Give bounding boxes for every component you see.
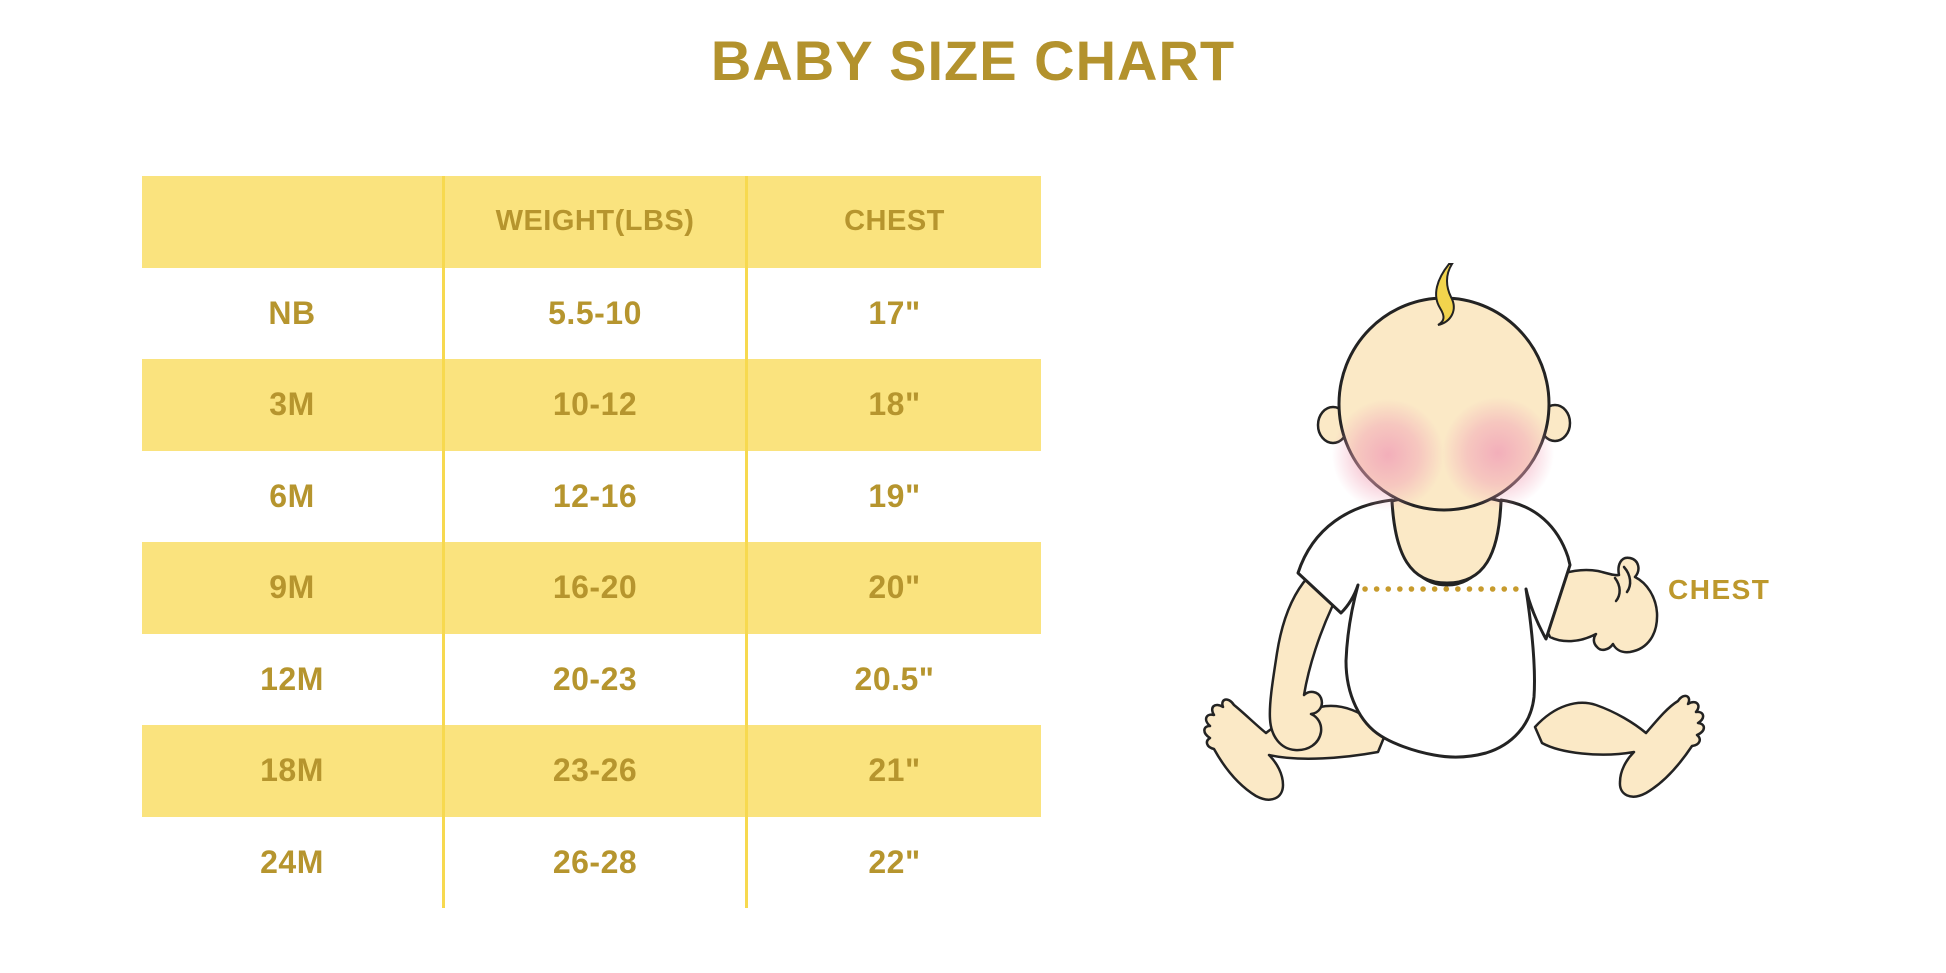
baby-svg [1203, 263, 1706, 801]
baby-illustration [1130, 255, 1830, 885]
baby-hair-curl [1435, 263, 1455, 326]
baby-right-leg [1533, 694, 1706, 798]
table-header-row: WEIGHT(LBS) CHEST [142, 176, 1041, 268]
cell-size: NB [142, 267, 445, 359]
cell-size: 18M [142, 725, 445, 817]
cell-weight: 26-28 [445, 816, 748, 908]
table-body: NB 5.5-10 17" 3M 10-12 18" 6M 12-16 19" … [142, 267, 1041, 908]
cell-weight: 20-23 [445, 633, 748, 725]
cell-weight: 5.5-10 [445, 267, 748, 359]
cell-chest: 21" [868, 752, 921, 789]
cell-chest: 20.5" [854, 660, 935, 697]
table-row: 9M 16-20 20" [142, 542, 1041, 634]
header-size [142, 176, 445, 268]
table-row: 3M 10-12 18" [142, 359, 1041, 451]
cell-size: 12M [142, 633, 445, 725]
cell-size: 9M [142, 542, 445, 634]
chest-measure-label: CHEST [1668, 574, 1771, 605]
table-row: 24M 26-28 22" [142, 816, 1041, 908]
header-weight: WEIGHT(LBS) [445, 176, 748, 268]
page-title: BABY SIZE CHART [710, 29, 1236, 92]
table-row: 18M 23-26 21" [142, 725, 1041, 817]
table-row: 6M 12-16 19" [142, 450, 1041, 542]
cell-chest: 17" [868, 294, 921, 331]
cell-size: 24M [142, 816, 445, 908]
baby-blush-left [1332, 399, 1444, 511]
cell-chest: 19" [868, 477, 921, 514]
size-table: WEIGHT(LBS) CHEST NB 5.5-10 17" 3M 10-12… [142, 176, 1041, 908]
baby-left-arm [1268, 575, 1342, 752]
cell-weight: 12-16 [445, 450, 748, 542]
fist-knuckle-line [1622, 565, 1632, 594]
cell-weight: 23-26 [445, 725, 748, 817]
table-row: NB 5.5-10 17" [142, 267, 1041, 359]
cell-chest: 18" [868, 386, 921, 423]
cell-chest: 20" [868, 569, 921, 606]
cell-weight: 16-20 [445, 542, 748, 634]
cell-weight: 10-12 [445, 359, 748, 451]
header-chest: CHEST [844, 205, 945, 238]
fist-knuckle-line [1613, 576, 1621, 603]
table-row: 12M 20-23 20.5" [142, 633, 1041, 725]
cell-chest: 22" [868, 843, 921, 880]
cell-size: 6M [142, 450, 445, 542]
cell-size: 3M [142, 359, 445, 451]
baby-blush-right [1442, 397, 1554, 509]
